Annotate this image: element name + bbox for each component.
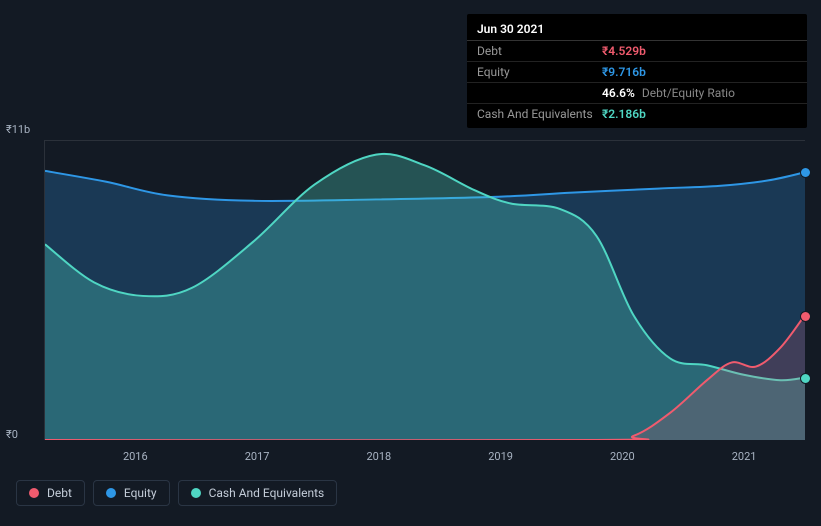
series-end-marker	[801, 168, 810, 177]
tooltip-row-ratio: 46.6% Debt/Equity Ratio	[467, 83, 807, 104]
tooltip-value: ₹9.716b	[602, 65, 646, 79]
legend-swatch	[191, 488, 201, 498]
legend-swatch	[106, 488, 116, 498]
legend-item-equity[interactable]: Equity	[93, 480, 170, 506]
tooltip-value: ₹4.529b	[602, 44, 646, 58]
y-axis-min: ₹0	[6, 428, 18, 441]
tooltip-label: Debt	[477, 44, 602, 58]
series-end-marker	[801, 374, 810, 383]
tooltip-row-equity: Equity ₹9.716b	[467, 62, 807, 83]
legend-swatch	[29, 488, 39, 498]
tooltip-date: Jun 30 2021	[467, 18, 807, 41]
legend-item-debt[interactable]: Debt	[16, 480, 85, 506]
chart-svg	[45, 141, 805, 440]
x-tick: 2021	[732, 450, 757, 463]
legend-label: Equity	[124, 486, 157, 500]
tooltip-label: Equity	[477, 65, 602, 79]
tooltip-value: 46.6%	[602, 86, 635, 100]
tooltip-value: ₹2.186b	[602, 107, 646, 121]
y-axis-max: ₹11b	[6, 123, 30, 136]
chart-tooltip: Jun 30 2021 Debt ₹4.529b Equity ₹9.716b …	[467, 14, 807, 128]
tooltip-label: Cash And Equivalents	[477, 107, 602, 121]
series-end-marker	[801, 312, 810, 321]
chart-legend: Debt Equity Cash And Equivalents	[16, 480, 337, 506]
x-tick: 2016	[123, 450, 148, 463]
x-tick: 2017	[245, 450, 270, 463]
legend-item-cash[interactable]: Cash And Equivalents	[178, 480, 338, 506]
legend-label: Cash And Equivalents	[209, 486, 325, 500]
legend-label: Debt	[47, 486, 72, 500]
tooltip-suffix: Debt/Equity Ratio	[642, 86, 735, 100]
tooltip-label	[477, 86, 602, 100]
chart-plot-area[interactable]	[44, 140, 805, 440]
tooltip-row-cash: Cash And Equivalents ₹2.186b	[467, 104, 807, 124]
x-tick: 2020	[610, 450, 635, 463]
tooltip-row-debt: Debt ₹4.529b	[467, 41, 807, 62]
x-tick: 2019	[488, 450, 513, 463]
x-tick: 2018	[366, 450, 391, 463]
